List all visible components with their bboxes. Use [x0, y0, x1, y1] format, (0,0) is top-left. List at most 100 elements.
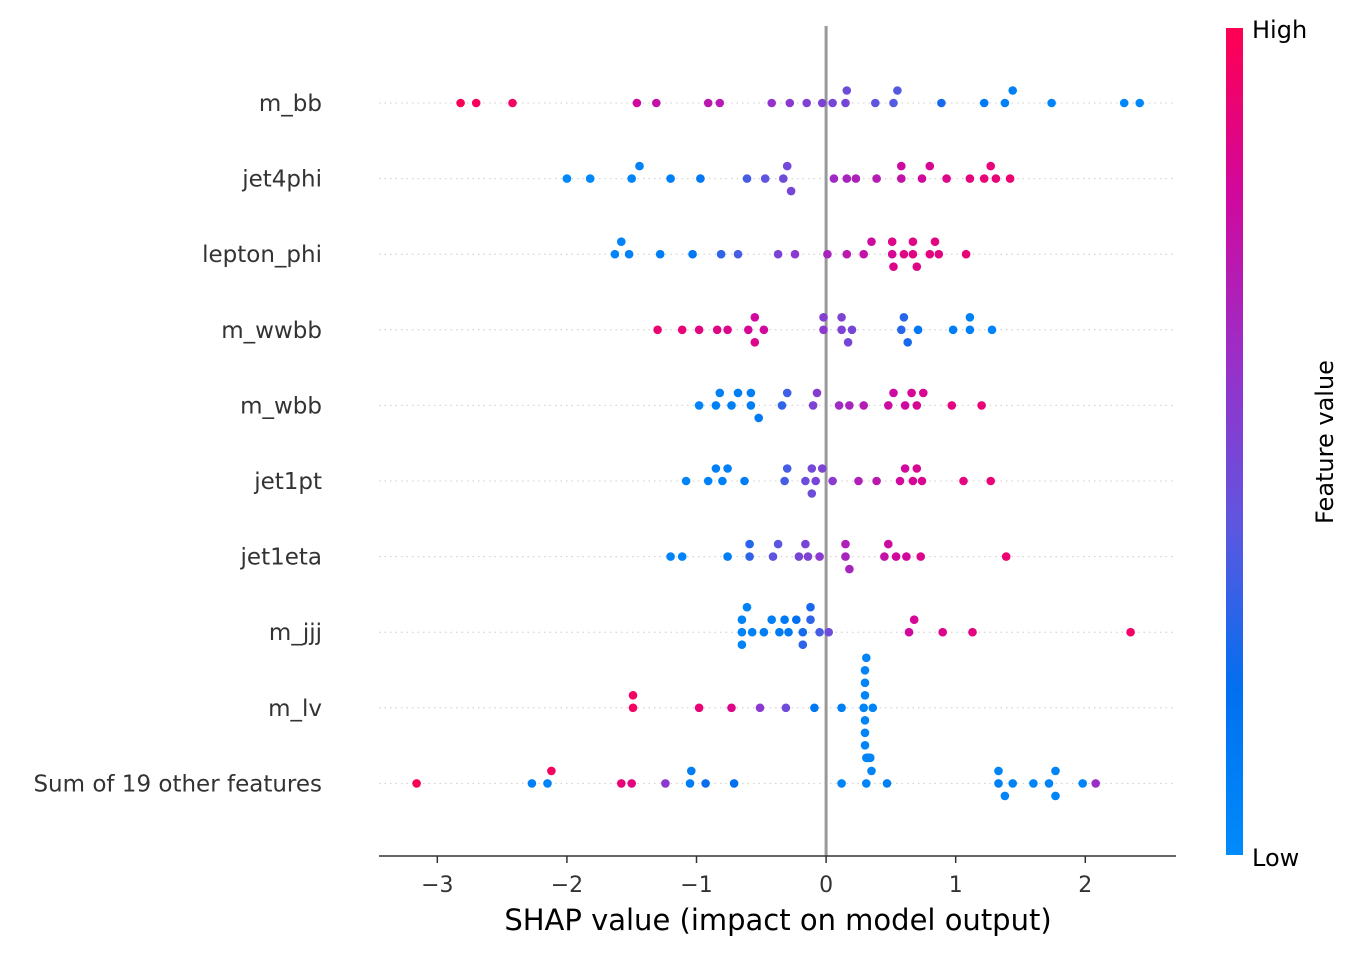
shap-point [790, 249, 800, 259]
shap-point [860, 716, 870, 725]
shap-point [1051, 766, 1060, 776]
shap-point [912, 262, 922, 272]
shap-point [942, 174, 951, 183]
x-tick-label: −1 [680, 873, 712, 898]
shap-point [824, 627, 833, 637]
shap-point [889, 262, 898, 272]
shap-point [868, 703, 878, 713]
shap-point [968, 627, 977, 637]
colorbar-high-label: High [1252, 16, 1307, 44]
shap-point [782, 464, 792, 473]
shap-point [471, 98, 481, 108]
shap-point [666, 174, 675, 183]
shap-point [895, 476, 905, 486]
shap-point [543, 779, 552, 788]
shap-point [859, 401, 868, 410]
shap-point [986, 161, 995, 171]
shap-point [893, 86, 902, 95]
shap-point [908, 237, 918, 246]
shap-point [847, 325, 857, 335]
shap-point [696, 174, 705, 183]
shap-point [723, 464, 732, 473]
shap-point [987, 325, 997, 335]
x-tick-label: 1 [949, 873, 963, 898]
shap-point [703, 476, 713, 486]
shap-point [412, 779, 421, 788]
shap-point [703, 98, 713, 108]
shap-point [817, 98, 827, 108]
shap-point [913, 325, 923, 335]
shap-point [755, 703, 765, 713]
shap-point [624, 249, 634, 259]
shap-point [994, 779, 1003, 788]
shap-point [811, 476, 820, 486]
shap-point [562, 174, 572, 183]
shap-point [860, 666, 870, 675]
shap-point [907, 388, 916, 398]
feature-label: m_jjj [269, 620, 322, 646]
shap-point [902, 552, 911, 561]
shap-point [817, 464, 827, 473]
shap-point [1001, 552, 1011, 561]
shap-point [991, 174, 1001, 183]
shap-point [842, 86, 852, 95]
shap-point [768, 552, 778, 561]
shap-point [897, 161, 906, 171]
shap-point [716, 249, 726, 259]
shap-point [711, 464, 721, 473]
shap-point [801, 476, 810, 486]
shap-point [1008, 779, 1017, 788]
shap-point [723, 325, 732, 335]
shap-point [617, 237, 626, 246]
shap-point [628, 703, 638, 713]
shap-point [862, 653, 871, 663]
shap-point [1008, 86, 1017, 95]
shap-point [585, 174, 595, 183]
shap-point [715, 98, 725, 108]
shap-point [961, 249, 971, 259]
shap-point [862, 779, 871, 788]
shap-point [745, 539, 754, 549]
shap-point [527, 779, 537, 788]
shap-point [733, 249, 743, 259]
shap-point [904, 627, 914, 637]
shap-point [1078, 779, 1087, 788]
shap-point [746, 388, 756, 398]
shap-point [754, 413, 763, 423]
shap-point [837, 703, 846, 713]
shap-point [653, 325, 662, 335]
shap-point [919, 388, 928, 398]
shap-point [884, 401, 893, 410]
colorbar: High Low Feature value [1226, 16, 1339, 872]
shap-point [986, 476, 995, 486]
shap-point [775, 627, 784, 637]
shap-point [767, 615, 776, 624]
shap-point [841, 552, 850, 561]
shap-point [819, 325, 828, 335]
shap-point [884, 539, 893, 549]
shap-point [508, 98, 517, 108]
shap-point [701, 779, 710, 788]
shap-point [737, 615, 747, 624]
shap-point [661, 779, 670, 788]
shap-point [727, 703, 736, 713]
shap-point [897, 325, 906, 335]
shap-point [627, 174, 636, 183]
shap-point [837, 325, 846, 335]
shap-point [655, 249, 665, 259]
shap-point [801, 539, 810, 549]
colorbar-low-label: Low [1252, 844, 1299, 872]
shap-point [934, 249, 944, 259]
shap-point [760, 174, 770, 183]
feature-label: m_wbb [240, 393, 322, 419]
shap-point [747, 627, 757, 637]
shap-point [823, 249, 832, 259]
shap-point [841, 539, 850, 549]
shap-point [807, 489, 817, 498]
shap-point [977, 401, 986, 410]
shap-point [1051, 791, 1060, 801]
x-axis-title: SHAP value (impact on model output) [504, 903, 1051, 937]
shap-point [1044, 779, 1054, 788]
shap-point [677, 325, 687, 335]
shap-point [632, 98, 642, 108]
